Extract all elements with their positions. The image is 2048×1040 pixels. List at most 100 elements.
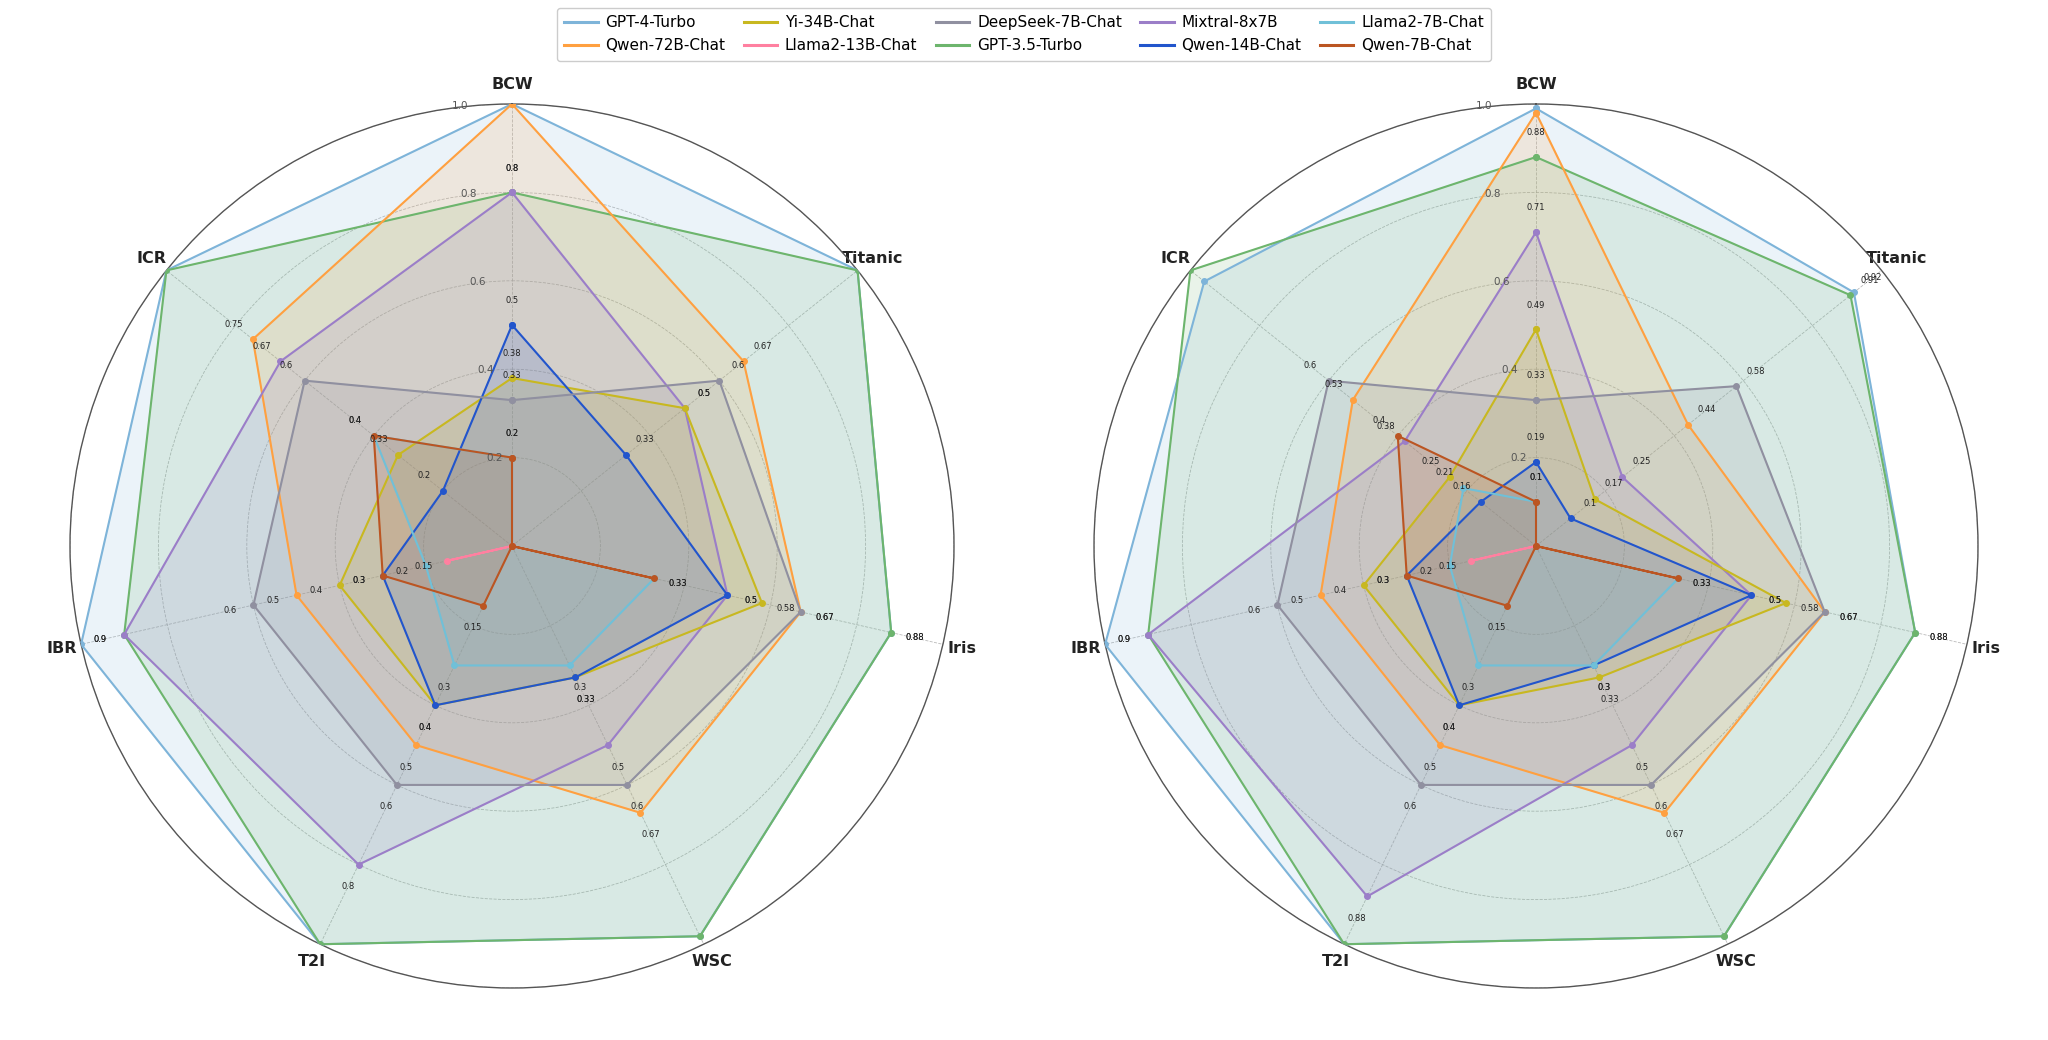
Text: 0.9: 0.9 bbox=[94, 635, 106, 645]
Text: 0.8: 0.8 bbox=[461, 189, 477, 200]
Text: 0.1: 0.1 bbox=[1530, 473, 1542, 482]
Text: 0.3: 0.3 bbox=[573, 683, 586, 692]
Polygon shape bbox=[446, 546, 512, 561]
Text: 0.6: 0.6 bbox=[631, 802, 645, 811]
Text: 0.67: 0.67 bbox=[252, 342, 270, 350]
Text: 0.33: 0.33 bbox=[668, 579, 688, 589]
Text: 0.1: 0.1 bbox=[1583, 499, 1595, 508]
Text: 0.38: 0.38 bbox=[1376, 421, 1395, 431]
Polygon shape bbox=[1321, 112, 1825, 813]
Text: 0.67: 0.67 bbox=[754, 342, 772, 350]
Text: 0.5: 0.5 bbox=[745, 596, 758, 605]
Text: 0.5: 0.5 bbox=[612, 762, 625, 772]
Text: 0.91: 0.91 bbox=[1860, 276, 1878, 285]
Text: 0.4: 0.4 bbox=[1501, 365, 1518, 375]
Text: 0.9: 0.9 bbox=[1118, 635, 1130, 645]
Text: 0.33: 0.33 bbox=[502, 371, 522, 381]
Text: 0.6: 0.6 bbox=[379, 802, 393, 811]
Text: 0.33: 0.33 bbox=[369, 436, 389, 444]
Text: 0.33: 0.33 bbox=[1602, 695, 1620, 704]
Text: 0.3: 0.3 bbox=[1597, 683, 1610, 692]
Text: 0.2: 0.2 bbox=[506, 428, 518, 438]
Polygon shape bbox=[1364, 330, 1786, 705]
Text: 0.2: 0.2 bbox=[487, 453, 504, 463]
Text: 0.2: 0.2 bbox=[395, 567, 410, 575]
Text: 0.17: 0.17 bbox=[1604, 479, 1622, 489]
Text: 0.8: 0.8 bbox=[342, 882, 354, 891]
Text: 0.6: 0.6 bbox=[1303, 361, 1317, 370]
Text: 0.67: 0.67 bbox=[1839, 613, 1858, 622]
Text: 0.33: 0.33 bbox=[578, 695, 596, 704]
Text: 1.0: 1.0 bbox=[451, 101, 467, 111]
Text: 0.2: 0.2 bbox=[506, 428, 518, 438]
Text: 0.3: 0.3 bbox=[352, 576, 367, 586]
Text: 0.67: 0.67 bbox=[815, 613, 834, 622]
Text: 1.0: 1.0 bbox=[1475, 101, 1491, 111]
Text: 0.5: 0.5 bbox=[506, 296, 518, 305]
Polygon shape bbox=[1149, 232, 1751, 896]
Text: 0.4: 0.4 bbox=[418, 723, 432, 732]
Text: 0.75: 0.75 bbox=[225, 319, 244, 329]
Text: 0.88: 0.88 bbox=[1929, 633, 1948, 643]
Text: 0.2: 0.2 bbox=[418, 471, 430, 480]
Text: 0.33: 0.33 bbox=[578, 695, 596, 704]
Text: 0.4: 0.4 bbox=[1372, 416, 1384, 425]
Text: 0.3: 0.3 bbox=[1376, 576, 1391, 586]
Polygon shape bbox=[252, 104, 801, 813]
Text: 0.88: 0.88 bbox=[905, 633, 924, 643]
Polygon shape bbox=[82, 104, 891, 944]
Polygon shape bbox=[1407, 462, 1751, 705]
Polygon shape bbox=[125, 192, 727, 864]
Text: 0.15: 0.15 bbox=[1438, 562, 1456, 571]
Polygon shape bbox=[1399, 436, 1677, 605]
Text: 0.88: 0.88 bbox=[905, 633, 924, 643]
Polygon shape bbox=[375, 436, 653, 605]
Text: 0.67: 0.67 bbox=[1665, 830, 1683, 839]
Text: 0.3: 0.3 bbox=[1462, 683, 1475, 692]
Text: 0.8: 0.8 bbox=[1485, 189, 1501, 200]
Text: 0.5: 0.5 bbox=[1423, 762, 1436, 772]
Text: 0.88: 0.88 bbox=[1348, 914, 1366, 922]
Text: 0.88: 0.88 bbox=[1929, 633, 1948, 643]
Text: 0.15: 0.15 bbox=[414, 562, 432, 571]
Text: 0.6: 0.6 bbox=[469, 277, 485, 287]
Text: 0.4: 0.4 bbox=[348, 416, 360, 425]
Text: 0.2: 0.2 bbox=[1419, 567, 1434, 575]
Text: 0.3: 0.3 bbox=[1376, 576, 1391, 586]
Text: 0.4: 0.4 bbox=[309, 587, 322, 595]
Polygon shape bbox=[254, 381, 801, 785]
Text: 0.58: 0.58 bbox=[776, 604, 795, 613]
Text: 0.6: 0.6 bbox=[731, 361, 745, 370]
Polygon shape bbox=[375, 436, 653, 666]
Text: 0.5: 0.5 bbox=[696, 389, 711, 397]
Text: 0.33: 0.33 bbox=[668, 579, 688, 589]
Text: 0.4: 0.4 bbox=[477, 365, 494, 375]
Text: 0.15: 0.15 bbox=[1487, 623, 1505, 632]
Text: 0.8: 0.8 bbox=[506, 163, 518, 173]
Text: 0.3: 0.3 bbox=[1597, 683, 1610, 692]
Polygon shape bbox=[1470, 546, 1536, 561]
Polygon shape bbox=[1450, 488, 1677, 666]
Text: 0.5: 0.5 bbox=[399, 762, 412, 772]
Text: 0.71: 0.71 bbox=[1526, 204, 1546, 212]
Text: 0.33: 0.33 bbox=[1692, 579, 1712, 589]
Text: 0.58: 0.58 bbox=[1800, 604, 1819, 613]
Polygon shape bbox=[1149, 157, 1915, 944]
Text: 0.6: 0.6 bbox=[1247, 606, 1260, 615]
Text: 0.92: 0.92 bbox=[1864, 272, 1882, 282]
Polygon shape bbox=[125, 192, 891, 944]
Text: 0.16: 0.16 bbox=[1452, 483, 1470, 491]
Text: 0.4: 0.4 bbox=[1442, 723, 1456, 732]
Text: 0.5: 0.5 bbox=[1769, 596, 1782, 605]
Text: 0.53: 0.53 bbox=[1325, 381, 1343, 389]
Text: 0.25: 0.25 bbox=[1421, 458, 1440, 467]
Text: 0.1: 0.1 bbox=[1530, 473, 1542, 482]
Text: 0.6: 0.6 bbox=[1403, 802, 1417, 811]
Text: 0.67: 0.67 bbox=[815, 613, 834, 622]
Polygon shape bbox=[383, 324, 727, 705]
Text: 0.38: 0.38 bbox=[502, 349, 522, 358]
Legend: GPT-4-Turbo, Qwen-72B-Chat, Yi-34B-Chat, Llama2-13B-Chat, DeepSeek-7B-Chat, GPT-: GPT-4-Turbo, Qwen-72B-Chat, Yi-34B-Chat,… bbox=[557, 7, 1491, 60]
Text: 0.49: 0.49 bbox=[1528, 301, 1544, 310]
Text: 0.5: 0.5 bbox=[1636, 762, 1649, 772]
Polygon shape bbox=[340, 378, 762, 705]
